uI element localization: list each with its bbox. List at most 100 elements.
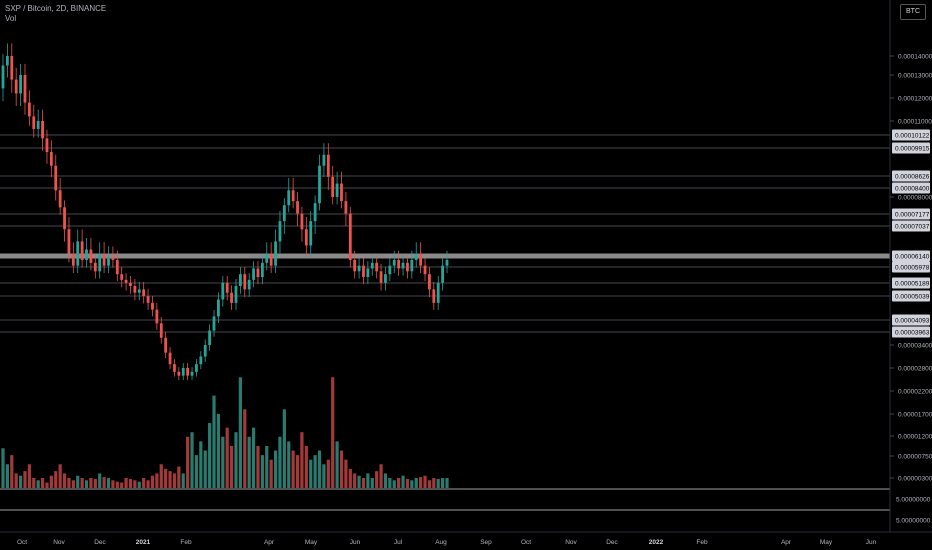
price-tag-bg	[892, 261, 930, 273]
volume-bar	[49, 475, 53, 488]
y-tick-label: 0.00011000	[898, 118, 932, 125]
candle-body	[313, 203, 317, 222]
candle-body	[357, 265, 361, 272]
price-tag-label: 0.00005189	[895, 280, 930, 287]
candle-body	[291, 190, 295, 202]
candle-body	[36, 121, 40, 129]
candle-body	[414, 253, 418, 260]
volume-bar	[128, 478, 133, 488]
candle-body	[370, 262, 374, 269]
candle-body	[129, 282, 132, 287]
volume-bar	[322, 464, 326, 488]
candle-body	[63, 207, 66, 230]
candle-body	[238, 274, 242, 287]
price-tag-bg	[892, 250, 930, 262]
candle-body	[252, 268, 255, 280]
candle-body	[177, 371, 181, 376]
candle-body	[168, 352, 172, 365]
volume-bar	[146, 480, 150, 488]
volume-bar	[76, 475, 80, 488]
candle-body	[85, 249, 88, 260]
y-tick-label: 0.00014000	[898, 53, 932, 60]
volume-bar	[62, 473, 67, 488]
x-tick-label: Nov	[565, 539, 577, 546]
volume-bar	[331, 377, 335, 488]
candle-body	[133, 286, 137, 293]
volume-bar	[229, 445, 234, 488]
candle-body	[344, 201, 348, 214]
candle-body	[309, 221, 313, 246]
candle-body	[98, 253, 102, 272]
x-tick-label: Aug	[435, 539, 447, 546]
candle-body	[76, 241, 80, 266]
volume-bar	[102, 477, 106, 488]
volume-bar	[23, 471, 27, 488]
volume-bar	[221, 436, 225, 488]
volume-bar	[1, 448, 5, 488]
candle-body	[49, 152, 53, 166]
candle-body	[300, 213, 304, 230]
volume-bar	[405, 478, 410, 488]
candle-body	[304, 229, 308, 246]
candle-body	[212, 316, 216, 331]
price-tag-label: 0.00003963	[895, 329, 930, 336]
volume-bar	[247, 436, 251, 488]
candle-body	[19, 75, 22, 94]
lower-pane-axis: 5.00000000 5.00000000	[896, 496, 931, 524]
volume-bar	[181, 473, 185, 488]
candle-body	[142, 289, 146, 297]
candle-body	[173, 364, 176, 372]
candle-body	[102, 253, 106, 266]
price-tag-label: 0.00010122	[895, 132, 930, 139]
candle-body	[366, 268, 370, 278]
x-tick-label: Sep	[480, 539, 492, 546]
x-tick-label: Oct	[17, 539, 27, 546]
volume-bar	[71, 480, 75, 488]
candle-body	[348, 213, 352, 260]
lower-tick-label: 5.00000000	[896, 517, 931, 524]
candle-body	[269, 253, 273, 266]
candle-body	[274, 241, 277, 266]
x-tick-label: Jun	[350, 539, 361, 546]
volume-bar	[137, 481, 141, 488]
candle-body	[1, 65, 5, 89]
volume-bar	[251, 427, 256, 488]
volume-bar	[203, 450, 207, 488]
x-tick-label: Apr	[781, 539, 792, 546]
volume-bar	[357, 475, 361, 488]
candle-body	[186, 368, 190, 376]
volume-bar	[32, 478, 36, 488]
volume-bar	[84, 480, 89, 488]
volume-bar	[80, 478, 84, 488]
volume-bar	[58, 464, 62, 488]
volume-bar	[265, 445, 269, 488]
candle-body	[326, 154, 330, 177]
candle-body	[181, 368, 185, 376]
candle-body	[388, 265, 392, 275]
candle-body	[41, 121, 44, 139]
candle-body	[199, 356, 203, 365]
volume-bar	[18, 475, 23, 488]
price-tag-label: 0.00007037	[895, 223, 930, 230]
candle-body	[190, 371, 194, 376]
volume-bar	[208, 423, 212, 488]
candle-body	[151, 302, 154, 310]
x-tick-label: May	[305, 539, 318, 546]
price-axis[interactable]: 0.00014000 0.00013000 0.00012000 0.00011000…	[890, 53, 932, 482]
symbol-header: SXP / Bitcoin, 2D, BINANCE Vol	[5, 4, 106, 24]
price-tag-bg	[892, 129, 930, 141]
price-tag-label: 0.00007177	[895, 211, 930, 218]
y-tick-label: 0.00001700	[898, 411, 932, 418]
y-tick-label: 0.00001200	[898, 433, 932, 440]
candle-body	[260, 262, 264, 278]
candle-body	[243, 274, 247, 290]
volume-bar	[260, 455, 264, 488]
currency-badge[interactable]: BTC	[900, 4, 926, 20]
volume-bar	[436, 478, 440, 488]
price-tag-bg	[892, 326, 930, 338]
x-tick-label: May	[820, 539, 833, 546]
time-axis[interactable]: Oct Nov Dec 2021 Feb Apr May Jun Jul Aug Sep Oct Nov…	[17, 539, 877, 546]
x-tick-label: Jul	[394, 539, 403, 546]
volume-bar	[295, 455, 300, 488]
